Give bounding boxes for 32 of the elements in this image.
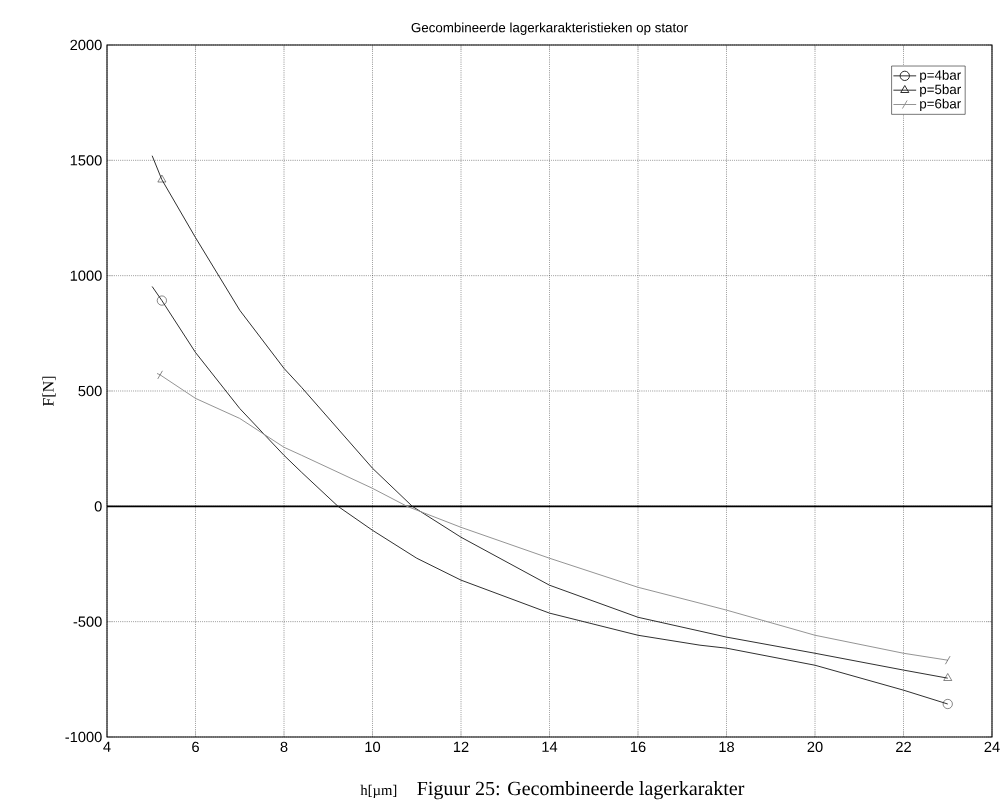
text: Figuur 25: Gecombineerde lagerkarakter: [417, 781, 745, 800]
x-tick-label: 18: [719, 741, 735, 753]
legend-label: p=5bar: [920, 84, 961, 97]
y-tick-label: 2000: [70, 39, 102, 51]
line-series: [151, 286, 949, 705]
legend-label: p=4bar: [920, 70, 961, 83]
point: [943, 673, 953, 681]
x-tick-label: 10: [365, 741, 381, 753]
y-tick-label: 500: [78, 385, 102, 397]
y-tick-label: 1500: [70, 155, 102, 166]
x-tick-label: 24: [984, 741, 1000, 752]
y-tick-label: 0: [94, 501, 102, 512]
line-series: [151, 155, 949, 679]
point: [156, 295, 167, 306]
legend-label: p=6bar: [920, 98, 961, 112]
point: [942, 699, 953, 709]
x-tick-label: 4: [103, 741, 111, 752]
x-axis-title: h[µm]: [360, 784, 397, 799]
point: [157, 174, 167, 183]
x-tick-label: 22: [896, 741, 911, 752]
x-tick-label: 14: [542, 741, 558, 752]
y-axis-title: F[N]: [42, 376, 56, 407]
y-tick-label: -500: [73, 616, 102, 627]
chart-title: Gecombineerde lagerkarakteristieken op stator: [411, 22, 688, 35]
x-tick-label: 20: [807, 741, 823, 753]
line-series: [156, 372, 949, 661]
x-tick-label: 12: [453, 741, 469, 752]
x-tick-label: 8: [280, 741, 288, 753]
y-tick-label: 1000: [70, 270, 102, 281]
y-tick-label: -1000: [65, 731, 102, 743]
x-tick-label: 6: [192, 741, 199, 753]
x-tick-label: 16: [630, 741, 646, 753]
